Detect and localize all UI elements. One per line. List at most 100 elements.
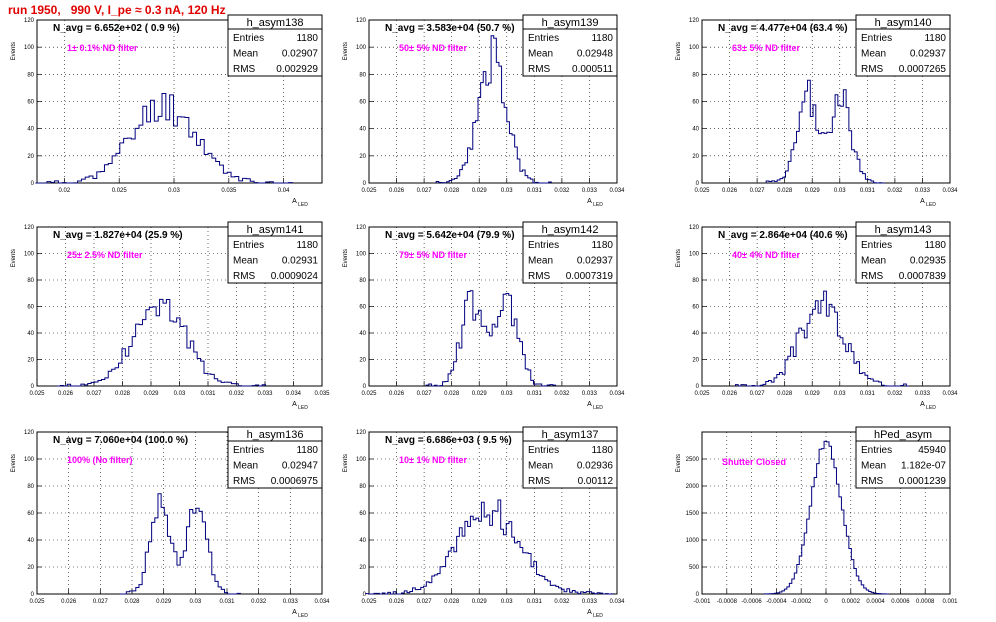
stats-value-entries: 1180 — [296, 33, 318, 44]
x-tick-label: 0.025 — [694, 188, 710, 194]
x-tick-label: 0.03 — [501, 599, 513, 605]
y-tick-label: 100 — [356, 45, 367, 51]
y-tick-label: 20 — [27, 565, 34, 571]
x-tick-label: 0.025 — [29, 599, 45, 605]
x-tick-label: 0.031 — [200, 391, 216, 397]
x-tick-label: 0.029 — [143, 391, 159, 397]
stats-value-mean: 0.02937 — [577, 256, 614, 267]
x-tick-label: 0.02 — [59, 188, 71, 194]
x-tick-label: 0.032 — [554, 188, 570, 194]
x-axis-label-subscript: LED — [925, 202, 937, 208]
histogram-series-line — [435, 35, 552, 184]
x-tick-label: 0.033 — [582, 599, 598, 605]
stats-label-mean: Mean — [528, 461, 553, 472]
y-axis-label: Events — [343, 454, 349, 472]
x-tick-label: 0.028 — [444, 599, 460, 605]
y-tick-label: 100 — [24, 45, 35, 51]
histogram-series-line — [764, 440, 890, 595]
stats-value-mean: 0.02948 — [577, 49, 614, 60]
y-tick-label: 120 — [689, 18, 700, 24]
x-tick-label: 0.027 — [750, 188, 766, 194]
y-tick-label: 60 — [692, 100, 699, 106]
y-tick-label: 1500 — [686, 511, 700, 517]
x-tick-label: 0.031 — [860, 391, 876, 397]
stats-box-title: hPed_asym — [874, 429, 932, 441]
filter-label: Shutter Closed — [722, 457, 786, 467]
y-tick-label: 80 — [27, 72, 34, 78]
stats-value-mean: 0.02947 — [282, 461, 319, 472]
x-tick-label: 0.034 — [942, 391, 958, 397]
stats-value-rms: 0.002929 — [276, 64, 318, 75]
stats-value-entries: 45940 — [918, 445, 946, 456]
stats-label-entries: Entries — [861, 33, 892, 44]
x-tick-label: 0.027 — [86, 391, 102, 397]
x-tick-label: 0.026 — [722, 391, 738, 397]
filter-label: 100% (No filter) — [67, 455, 133, 465]
stats-box-title: h_asym137 — [542, 429, 599, 441]
histogram-panel-h_asym143: 0.025 0.026 0.027 0.028 0.029 0.03 0.031 0.032 0… — [676, 221, 958, 411]
x-tick-label: 0.033 — [915, 188, 931, 194]
x-tick-label: 0.031 — [860, 188, 876, 194]
stats-value-rms: 0.0007319 — [566, 271, 614, 282]
x-tick-label: 0.001 — [942, 599, 958, 605]
y-tick-label: 20 — [27, 358, 34, 364]
y-tick-label: 100 — [24, 457, 35, 463]
y-tick-label: 40 — [692, 331, 699, 337]
histogram-panel-h_asym142: 0.025 0.026 0.027 0.028 0.029 0.03 0.031 0.032 0… — [343, 221, 625, 411]
y-tick-label: 60 — [359, 100, 366, 106]
stats-label-entries: Entries — [861, 445, 892, 456]
histogram-series-line — [425, 290, 557, 387]
y-tick-label: 100 — [356, 252, 367, 258]
filter-label: 63± 5% ND filter — [732, 43, 800, 53]
x-tick-label: 0.025 — [29, 391, 45, 397]
x-tick-label: 0.031 — [219, 599, 235, 605]
x-tick-label: 0.034 — [609, 391, 625, 397]
x-tick-label: 0.025 — [694, 391, 710, 397]
stats-label-rms: RMS — [233, 476, 256, 487]
stats-box-title: h_asym138 — [247, 17, 304, 29]
x-tick-label: 0.026 — [722, 188, 738, 194]
y-tick-label: 0 — [363, 384, 367, 390]
y-tick-label: 0 — [363, 181, 367, 187]
stats-value-mean: 0.02935 — [910, 256, 947, 267]
x-tick-label: 0.025 — [361, 391, 377, 397]
stats-label-mean: Mean — [861, 49, 886, 60]
stats-label-entries: Entries — [233, 445, 264, 456]
stats-label-rms: RMS — [861, 64, 884, 75]
x-tick-label: 0.034 — [286, 391, 302, 397]
stats-value-entries: 1180 — [924, 240, 946, 251]
x-tick-label: 0.026 — [61, 599, 77, 605]
y-axis-label: Events — [11, 42, 17, 60]
y-tick-label: 100 — [24, 252, 35, 258]
y-tick-label: 80 — [359, 278, 366, 284]
x-tick-label: 0.0008 — [916, 599, 935, 605]
x-axis-label: A LED — [587, 198, 603, 208]
x-tick-label: 0.025 — [361, 599, 377, 605]
y-tick-label: 40 — [27, 331, 34, 337]
x-axis-label: A LED — [292, 401, 308, 411]
x-tick-label: 0.0004 — [866, 599, 885, 605]
stats-value-rms: 0.0006975 — [271, 476, 319, 487]
stats-box — [522, 28, 618, 77]
x-axis-label-subscript: LED — [297, 202, 309, 208]
stats-box — [522, 440, 618, 489]
stats-label-entries: Entries — [233, 33, 264, 44]
histogram-series-line — [119, 493, 241, 595]
x-tick-label: 0.032 — [251, 599, 267, 605]
filter-label: 10± 1% ND filter — [399, 455, 467, 465]
y-tick-label: 20 — [359, 565, 366, 571]
stats-value-mean: 0.02931 — [282, 256, 319, 267]
y-tick-label: 120 — [689, 225, 700, 231]
y-tick-label: 40 — [359, 331, 366, 337]
y-tick-label: 0 — [696, 592, 700, 598]
histogram-panel-h_asym136: 0.025 0.026 0.027 0.028 0.029 0.03 0.031 0.032 0… — [11, 426, 330, 619]
x-tick-label: 0.027 — [417, 188, 433, 194]
x-tick-label: 0.027 — [93, 599, 109, 605]
stats-value-rms: 0.0001239 — [899, 476, 947, 487]
x-tick-label: 0.026 — [58, 391, 74, 397]
x-tick-label: 0.035 — [221, 188, 237, 194]
y-tick-label: 60 — [359, 511, 366, 517]
y-tick-label: 40 — [27, 538, 34, 544]
filter-label: 25± 2.5% ND filter — [67, 250, 143, 260]
y-tick-label: 60 — [27, 305, 34, 311]
